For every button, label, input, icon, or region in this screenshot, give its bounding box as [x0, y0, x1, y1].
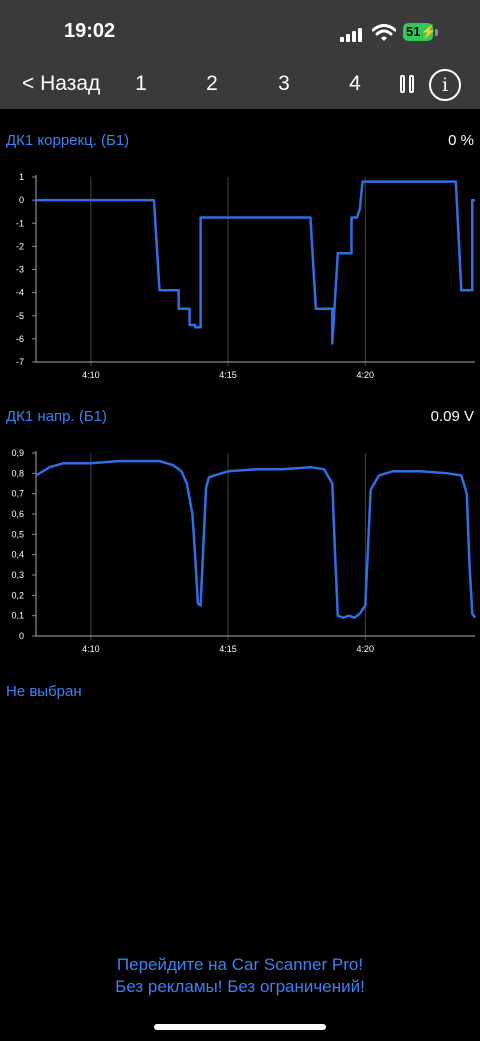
pause-icon[interactable]	[400, 75, 418, 95]
empty-slot-label[interactable]: Не выбран	[6, 683, 82, 700]
y-tick-label: -5	[16, 311, 24, 321]
back-button[interactable]: < Назад	[22, 72, 101, 95]
y-tick-label: 0,7	[11, 489, 24, 499]
y-tick-label: 0,8	[11, 468, 24, 478]
y-tick-label: -2	[16, 241, 24, 251]
y-tick-label: -6	[16, 334, 24, 344]
y-tick-label: -3	[16, 265, 24, 275]
y-tick-label: 0	[19, 631, 24, 641]
chart-fuel-trim-svg: 1 0 -1 -2 -3 -4 -5 -6 -7 4:10 4:15 4:20	[16, 172, 475, 380]
chart-o2-voltage-svg: 0,9 0,8 0,7 0,6 0,5 0,4 0,3 0,2 0,1 0 4:10 4:15 4:20	[11, 448, 477, 654]
sensor-2-value: 0.09 V	[430, 408, 474, 425]
promo-line-1[interactable]: Перейдите на Car Scanner Pro!	[116, 955, 364, 974]
y-tick-label: 0,2	[11, 590, 24, 600]
x-tick-label: 4:10	[82, 644, 100, 654]
y-tick-label: -1	[16, 218, 24, 228]
battery-icon: 51⚡	[403, 23, 437, 41]
y-tick-label: 0,9	[11, 448, 24, 458]
y-tick-label: 1	[19, 172, 24, 182]
home-indicator	[154, 1024, 326, 1030]
promo-line-2[interactable]: Без рекламы! Без ограничений!	[115, 977, 365, 996]
chart-fuel-trim: 1 0 -1 -2 -3 -4 -5 -6 -7 4:10 4:15 4:20	[0, 165, 480, 390]
series-line	[35, 459, 477, 619]
tab-3[interactable]: 3	[278, 72, 290, 95]
battery-tip	[435, 29, 438, 36]
chart-o2-voltage: 0,9 0,8 0,7 0,6 0,5 0,4 0,3 0,2 0,1 0 4:10 4:15 4:20	[0, 441, 480, 666]
x-tick-label: 4:20	[356, 370, 374, 380]
status-time: 19:02	[64, 20, 116, 42]
status-bar: 19:02 51⚡	[0, 0, 480, 62]
y-tick-label: 0,5	[11, 529, 24, 539]
info-icon[interactable]: i	[429, 69, 461, 101]
tab-1[interactable]: 1	[135, 72, 147, 95]
x-tick-label: 4:15	[219, 370, 237, 380]
sensor-1-value: 0 %	[448, 132, 474, 149]
wifi-icon	[372, 24, 396, 41]
tab-2[interactable]: 2	[206, 72, 218, 95]
y-tick-label: -7	[16, 357, 24, 367]
sensor-2-label[interactable]: ДК1 напр. (Б1)	[6, 408, 108, 425]
promo-banner[interactable]: Перейдите на Car Scanner Pro! Без реклам…	[0, 954, 480, 998]
tab-4[interactable]: 4	[349, 72, 361, 95]
x-tick-label: 4:10	[82, 370, 100, 380]
series-line	[36, 180, 475, 345]
y-tick-label: 0,3	[11, 570, 24, 580]
x-tick-label: 4:20	[356, 644, 374, 654]
sensor-1-label[interactable]: ДК1 коррекц. (Б1)	[6, 132, 130, 149]
battery-level: 51	[406, 24, 421, 39]
y-tick-label: 0,6	[11, 509, 24, 519]
x-tick-label: 4:15	[219, 644, 237, 654]
y-tick-label: 0	[19, 195, 24, 205]
cellular-signal-icon	[340, 26, 366, 42]
navbar: < Назад 1 2 3 4 i	[0, 62, 480, 109]
y-tick-label: 0,4	[11, 550, 24, 560]
y-tick-label: -4	[16, 288, 24, 298]
y-tick-label: 0,1	[11, 611, 24, 621]
